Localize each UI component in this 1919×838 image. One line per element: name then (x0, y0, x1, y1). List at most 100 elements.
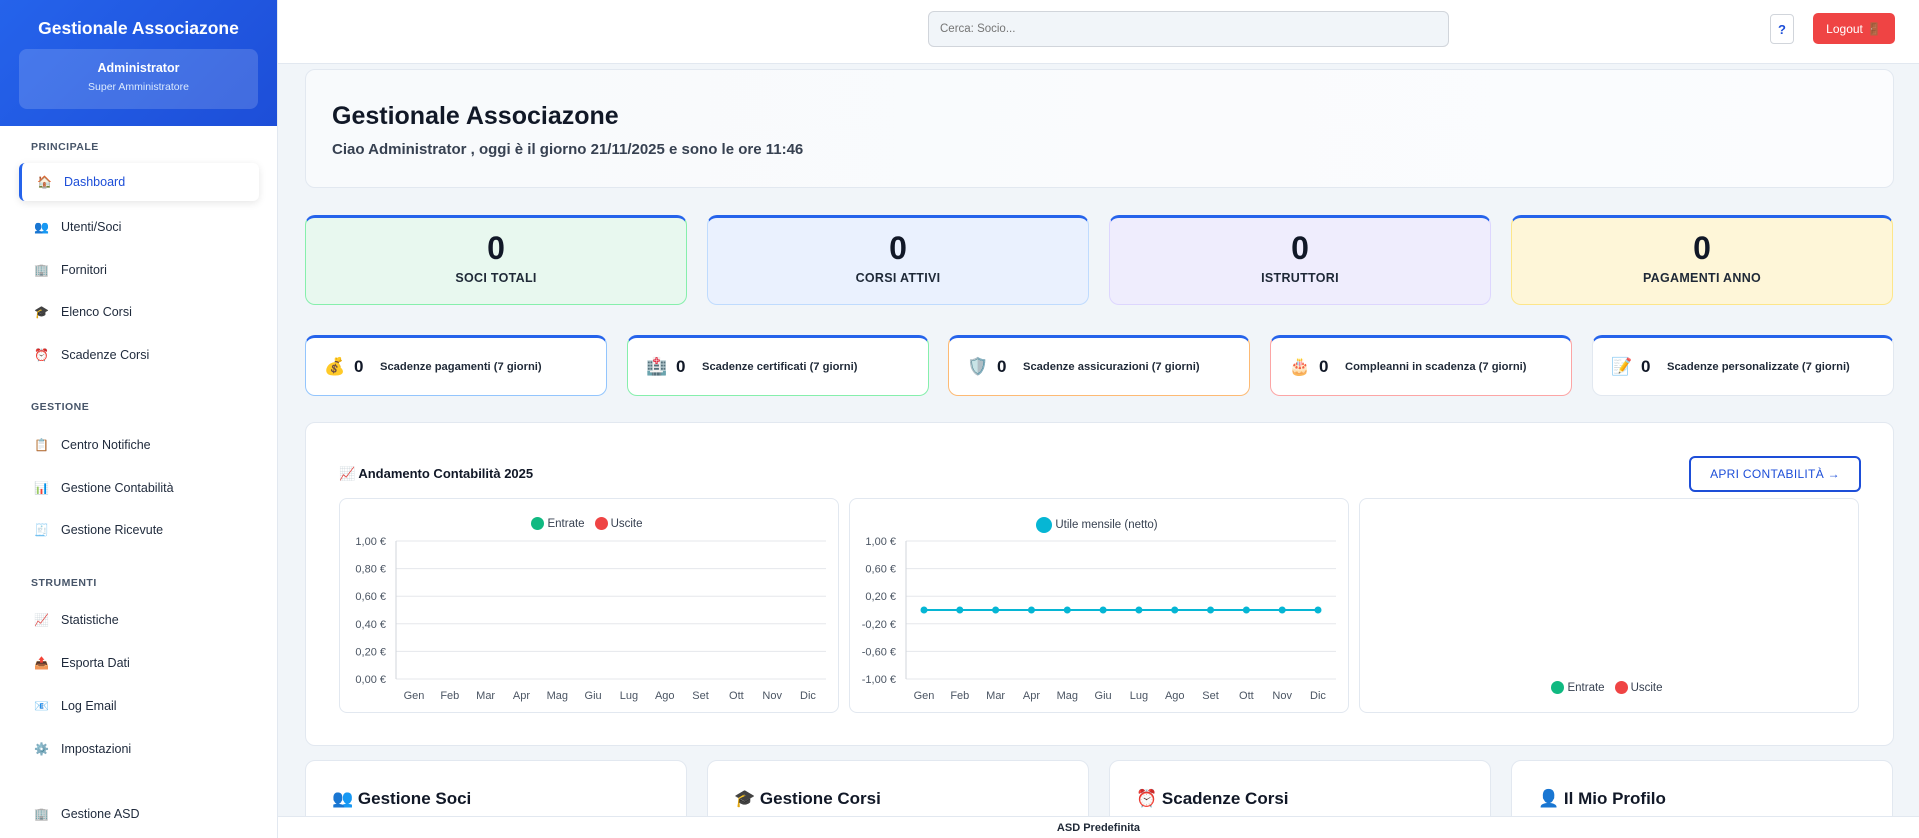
users-icon: 👥 (332, 789, 354, 808)
sidebar-item-fornitori[interactable]: 🏢 Fornitori (19, 251, 259, 289)
x-tick-label: Apr (513, 690, 530, 702)
deadline-card-assicurazioni[interactable]: 🛡️ 0 Scadenze assicurazioni (7 giorni) (948, 335, 1250, 396)
sidebar-item-centro-notifiche[interactable]: 📋 Centro Notifiche (19, 426, 259, 464)
stat-value: 0 (1693, 230, 1711, 266)
legend-dot (1036, 517, 1053, 533)
open-accounting-button[interactable]: APRI CONTABILITÀ → (1689, 456, 1861, 492)
stat-card-pagamenti-anno[interactable]: 0 PAGAMENTI ANNO (1511, 215, 1893, 305)
deadline-label: Scadenze pagamenti (7 giorni) (380, 360, 542, 373)
deadline-count: 0 (676, 356, 686, 376)
data-point (1242, 606, 1250, 614)
sidebar-header: Gestionale Associazone Administrator Sup… (0, 0, 277, 126)
y-tick-label: 0,60 € (865, 564, 896, 576)
stat-label: SOCI TOTALI (455, 271, 537, 285)
shield-icon: 🛡️ (967, 356, 989, 376)
section-title-text: Gestione Corsi (759, 789, 881, 808)
accounting-card: 📈 Andamento Contabilità 2025 APRI CONTAB… (305, 422, 1894, 746)
data-point (992, 606, 1000, 614)
building-icon: 🏢 (34, 807, 49, 821)
data-point (1207, 606, 1215, 614)
users-icon: 👥 (34, 220, 49, 234)
x-tick-label: Feb (440, 690, 459, 702)
sidebar-item-label: Gestione ASD (61, 807, 140, 821)
x-tick-label: Lug (620, 690, 638, 702)
legend-item-entrate[interactable]: Entrate (531, 517, 585, 530)
legend-item-entrate[interactable]: Entrate (1551, 681, 1605, 694)
clipboard-icon: 📋 (34, 438, 49, 452)
sidebar-item-gestione-asd[interactable]: 🏢 Gestione ASD (19, 795, 259, 833)
y-tick-label: 0,20 € (865, 591, 896, 603)
user-icon: 👤 (1538, 789, 1560, 808)
alarm-clock-icon: ⏰ (34, 348, 49, 362)
sidebar-item-scadenze-corsi[interactable]: ⏰ Scadenze Corsi (19, 336, 259, 374)
page-title: Gestionale Associazone (332, 102, 619, 130)
welcome-greeting: Ciao Administrator , oggi è il giorno 21… (332, 141, 804, 158)
deadline-count: 0 (1641, 356, 1651, 376)
deadline-card-certificati[interactable]: 🏥 0 Scadenze certificati (7 giorni) (627, 335, 929, 396)
home-icon: 🏠 (37, 175, 52, 189)
y-tick-label: 0,40 € (355, 619, 386, 631)
sidebar-item-elenco-corsi[interactable]: 🎓 Elenco Corsi (19, 293, 259, 331)
sidebar-item-label: Gestione Ricevute (61, 523, 164, 537)
legend-dot (594, 517, 608, 530)
sidebar-item-label: Elenco Corsi (61, 305, 132, 319)
deadline-label: Scadenze certificati (7 giorni) (702, 360, 858, 373)
x-tick-label: Ago (1165, 690, 1185, 702)
sidebar-item-label: Scadenze Corsi (61, 348, 150, 362)
search-input[interactable] (928, 11, 1449, 47)
sidebar-item-label: Statistiche (61, 613, 119, 627)
y-tick-label: 0,00 € (355, 674, 386, 686)
x-tick-label: Giu (585, 690, 602, 702)
x-tick-label: Apr (1023, 690, 1040, 702)
legend-dot (531, 517, 545, 530)
user-card[interactable]: Administrator Super Amministratore (19, 49, 258, 109)
deadline-label: Compleanni in scadenza (7 giorni) (1345, 360, 1527, 373)
deadline-card-personalizzate[interactable]: 📝 0 Scadenze personalizzate (7 giorni) (1592, 335, 1894, 396)
chart-increasing-icon: 📈 (34, 613, 49, 627)
section-title-principale: PRINCIPALE (31, 141, 99, 153)
logout-button[interactable]: Logout 🚪 (1813, 13, 1895, 44)
email-icon: 📧 (34, 699, 49, 713)
y-tick-label: 1,00 € (355, 536, 386, 548)
help-button[interactable]: ? (1770, 14, 1794, 44)
sidebar-item-gestione-contabilita[interactable]: 📊 Gestione Contabilità (19, 469, 259, 507)
legend-label: Entrate (547, 517, 585, 530)
graduation-cap-icon: 🎓 (734, 789, 756, 808)
sidebar-item-impostazioni[interactable]: ⚙️ Impostazioni (19, 730, 259, 768)
deadline-label: Scadenze assicurazioni (7 giorni) (1023, 360, 1200, 373)
deadline-card-pagamenti[interactable]: 💰 0 Scadenze pagamenti (7 giorni) (305, 335, 607, 396)
section-card-title: 🎓 Gestione Corsi (734, 789, 881, 809)
section-card-scadenze-corsi[interactable]: ⏰ Scadenze Corsi (1109, 760, 1491, 838)
chart-svg: 1,00 € 0,80 € 0,60 € 0,40 € 0,20 € 0,00 € Gen F… (355, 536, 826, 702)
y-tick-label: 0,60 € (355, 591, 386, 603)
legend-item-uscite[interactable]: Uscite (594, 517, 643, 530)
stat-card-istruttori[interactable]: 0 ISTRUTTORI (1109, 215, 1491, 305)
sidebar-item-esporta-dati[interactable]: 📤 Esporta Dati (19, 644, 259, 682)
sidebar-item-statistiche[interactable]: 📈 Statistiche (19, 601, 259, 639)
stat-card-soci-totali[interactable]: 0 SOCI TOTALI (305, 215, 687, 305)
money-bag-icon: 💰 (324, 356, 346, 376)
x-tick-label: Giu (1095, 690, 1112, 702)
legend-label: Utile mensile (netto) (1055, 519, 1158, 531)
sidebar-item-log-email[interactable]: 📧 Log Email (19, 687, 259, 725)
deadline-card-compleanni[interactable]: 🎂 0 Compleanni in scadenza (7 giorni) (1270, 335, 1572, 396)
deadline-label: Scadenze personalizzate (7 giorni) (1667, 360, 1850, 373)
stat-card-corsi-attivi[interactable]: 0 CORSI ATTIVI (707, 215, 1089, 305)
legend-item-uscite[interactable]: Uscite (1614, 681, 1663, 694)
x-tick-label: Ott (729, 690, 744, 702)
legend-label: Entrate (1567, 681, 1605, 694)
y-tick-label: 0,20 € (355, 646, 386, 658)
app-title: Gestionale Associazone (38, 18, 239, 38)
chart-legend: Entrate Uscite (1360, 681, 1858, 694)
deadline-count: 0 (997, 356, 1007, 376)
sidebar-item-label: Fornitori (61, 263, 107, 277)
memo-icon: 📝 (1611, 356, 1633, 376)
deadline-count: 0 (1319, 356, 1329, 376)
sidebar-item-dashboard[interactable]: 🏠 Dashboard (19, 163, 259, 201)
sidebar-item-label: Esporta Dati (61, 656, 130, 670)
sidebar-item-utenti-soci[interactable]: 👥 Utenti/Soci (19, 208, 259, 246)
legend-item-utile[interactable]: Utile mensile (netto) (1036, 517, 1158, 533)
sidebar-item-label: Log Email (61, 699, 117, 713)
section-title-text: Gestione Soci (357, 789, 472, 808)
sidebar-item-gestione-ricevute[interactable]: 🧾 Gestione Ricevute (19, 511, 259, 549)
